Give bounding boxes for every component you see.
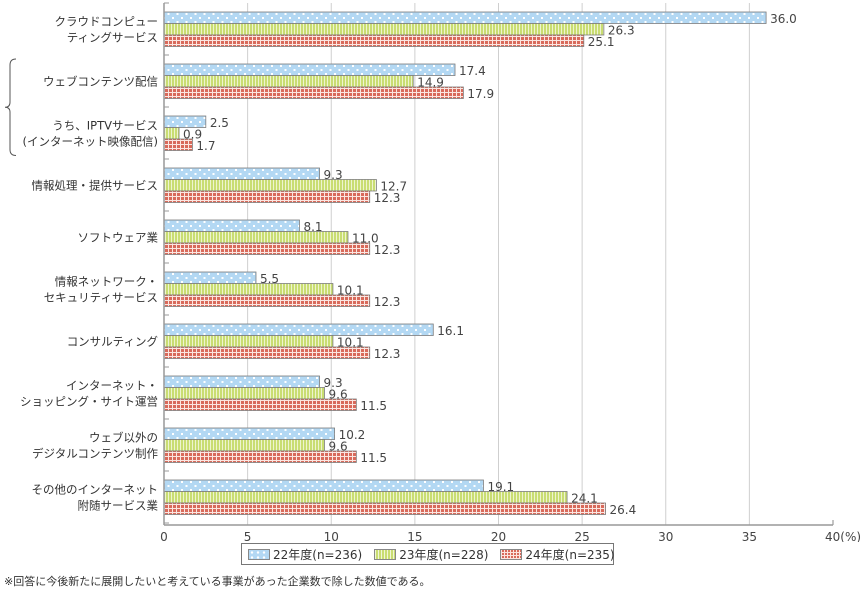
bar — [163, 375, 320, 388]
x-tick-label: 25 — [574, 530, 589, 542]
legend-label-fy22: 22年度(n=236) — [273, 547, 363, 562]
bar — [163, 127, 180, 140]
category-label: ソフトウェア業 — [78, 230, 159, 244]
data-label: 26.3 — [608, 24, 635, 38]
category-label: 情報処理・提供サービス — [32, 178, 159, 192]
bar — [163, 63, 456, 76]
data-label: 25.1 — [588, 35, 615, 49]
legend-swatch-fy23 — [374, 548, 397, 560]
category-label: ウェブ以外の — [89, 430, 158, 444]
data-label: 10.1 — [337, 336, 364, 350]
bar — [163, 271, 257, 284]
data-label: 17.4 — [459, 64, 486, 78]
bar — [163, 323, 434, 336]
x-tick-label: 30 — [658, 530, 673, 542]
data-label: 12.7 — [380, 180, 407, 194]
bar — [163, 167, 320, 180]
legend-item-fy23: 23年度(n=228) — [374, 546, 488, 563]
category-label: その他のインターネット — [32, 482, 159, 496]
data-label: 12.3 — [374, 191, 401, 205]
data-label: 9.6 — [329, 440, 348, 454]
data-label: 9.3 — [324, 168, 343, 182]
data-label: 0.9 — [183, 128, 202, 142]
bar — [163, 283, 334, 296]
legend-swatch-fy22 — [248, 548, 270, 560]
data-label: 12.3 — [374, 347, 401, 361]
data-label: 11.5 — [360, 451, 387, 465]
bar — [163, 439, 325, 452]
bar — [163, 479, 484, 492]
legend-swatch-fy24 — [500, 548, 523, 560]
data-label: 8.1 — [303, 220, 322, 234]
bar — [163, 502, 606, 515]
x-tick-label: 10 — [324, 530, 339, 542]
x-tick-label: 20 — [491, 530, 506, 542]
data-label: 1.7 — [196, 139, 215, 153]
category-label: セキュリティサービス — [44, 290, 158, 304]
bar — [163, 11, 767, 24]
data-label: 2.5 — [210, 116, 229, 130]
data-label: 26.4 — [610, 503, 637, 517]
x-tick-label: 5 — [244, 530, 252, 542]
data-label: 36.0 — [770, 12, 797, 26]
data-label: 10.2 — [339, 428, 366, 442]
bar — [163, 75, 414, 88]
data-label: 17.9 — [467, 87, 494, 101]
x-tick-label: 35 — [742, 530, 757, 542]
labels: 0 5 10 15 20 25 30 35 40(%) 36.0 26.325.1 クラウドコンピュー… — [20, 12, 861, 542]
data-label: 24.1 — [571, 492, 598, 506]
data-label: 10.1 — [337, 284, 364, 298]
axes — [163, 2, 834, 526]
data-label: 12.3 — [374, 295, 401, 309]
bar — [163, 427, 335, 440]
category-label: ティングサービス — [67, 30, 158, 44]
category-label: インターネット・ — [66, 378, 158, 392]
bar — [163, 23, 605, 36]
bar — [163, 335, 334, 348]
category-label: 情報ネットワーク・ — [55, 274, 158, 288]
legend-item-fy22: 22年度(n=236) — [248, 546, 362, 563]
bars — [163, 11, 767, 515]
data-label: 14.9 — [417, 76, 444, 90]
x-tick-label: 40(%) — [825, 530, 861, 542]
legend-label-fy24: 24年度(n=235) — [525, 547, 615, 562]
x-tick-label: 15 — [407, 530, 422, 542]
bar — [163, 387, 325, 400]
bar — [163, 34, 585, 47]
data-label: 5.5 — [260, 272, 279, 286]
bar — [163, 398, 357, 411]
data-label: 19.1 — [487, 480, 514, 494]
data-label: 11.5 — [360, 399, 387, 413]
category-label: (インターネット映像配信) — [23, 134, 158, 148]
group-bracket — [4, 58, 17, 156]
legend-label-fy23: 23年度(n=228) — [399, 547, 489, 562]
data-label: 9.6 — [329, 388, 348, 402]
category-label: うち、IPTVサービス — [52, 118, 158, 132]
data-label: 11.0 — [352, 232, 379, 246]
data-label: 16.1 — [437, 324, 464, 338]
bar — [163, 190, 371, 203]
category-label: ショッピング・サイト運営 — [20, 394, 158, 408]
x-tick-label: 0 — [160, 530, 168, 542]
bar — [163, 242, 371, 255]
legend-item-fy24: 24年度(n=235) — [500, 546, 615, 563]
data-label: 12.3 — [374, 243, 401, 257]
category-label: ウェブコンテンツ配信 — [43, 74, 158, 88]
legend: 22年度(n=236) 23年度(n=228) 24年度(n=235) — [241, 543, 615, 565]
footnote: ※回答に今後新たに展開したいと考えている事業があった企業数で除した数値である。 — [4, 575, 431, 588]
category-label: デジタルコンテンツ制作 — [32, 446, 159, 460]
bar-chart: 0 5 10 15 20 25 30 35 40(%) 36.0 26.325.1 クラウドコンピュー… — [4, 2, 861, 542]
category-label: 附随サービス業 — [78, 498, 159, 512]
category-label: クラウドコンピュー — [55, 14, 159, 28]
data-label: 9.3 — [324, 376, 343, 390]
bar — [163, 179, 377, 192]
bar — [163, 450, 357, 463]
category-label: コンサルティング — [67, 334, 159, 348]
bar — [163, 219, 300, 232]
bar — [163, 115, 207, 128]
curly-brace — [4, 58, 17, 156]
